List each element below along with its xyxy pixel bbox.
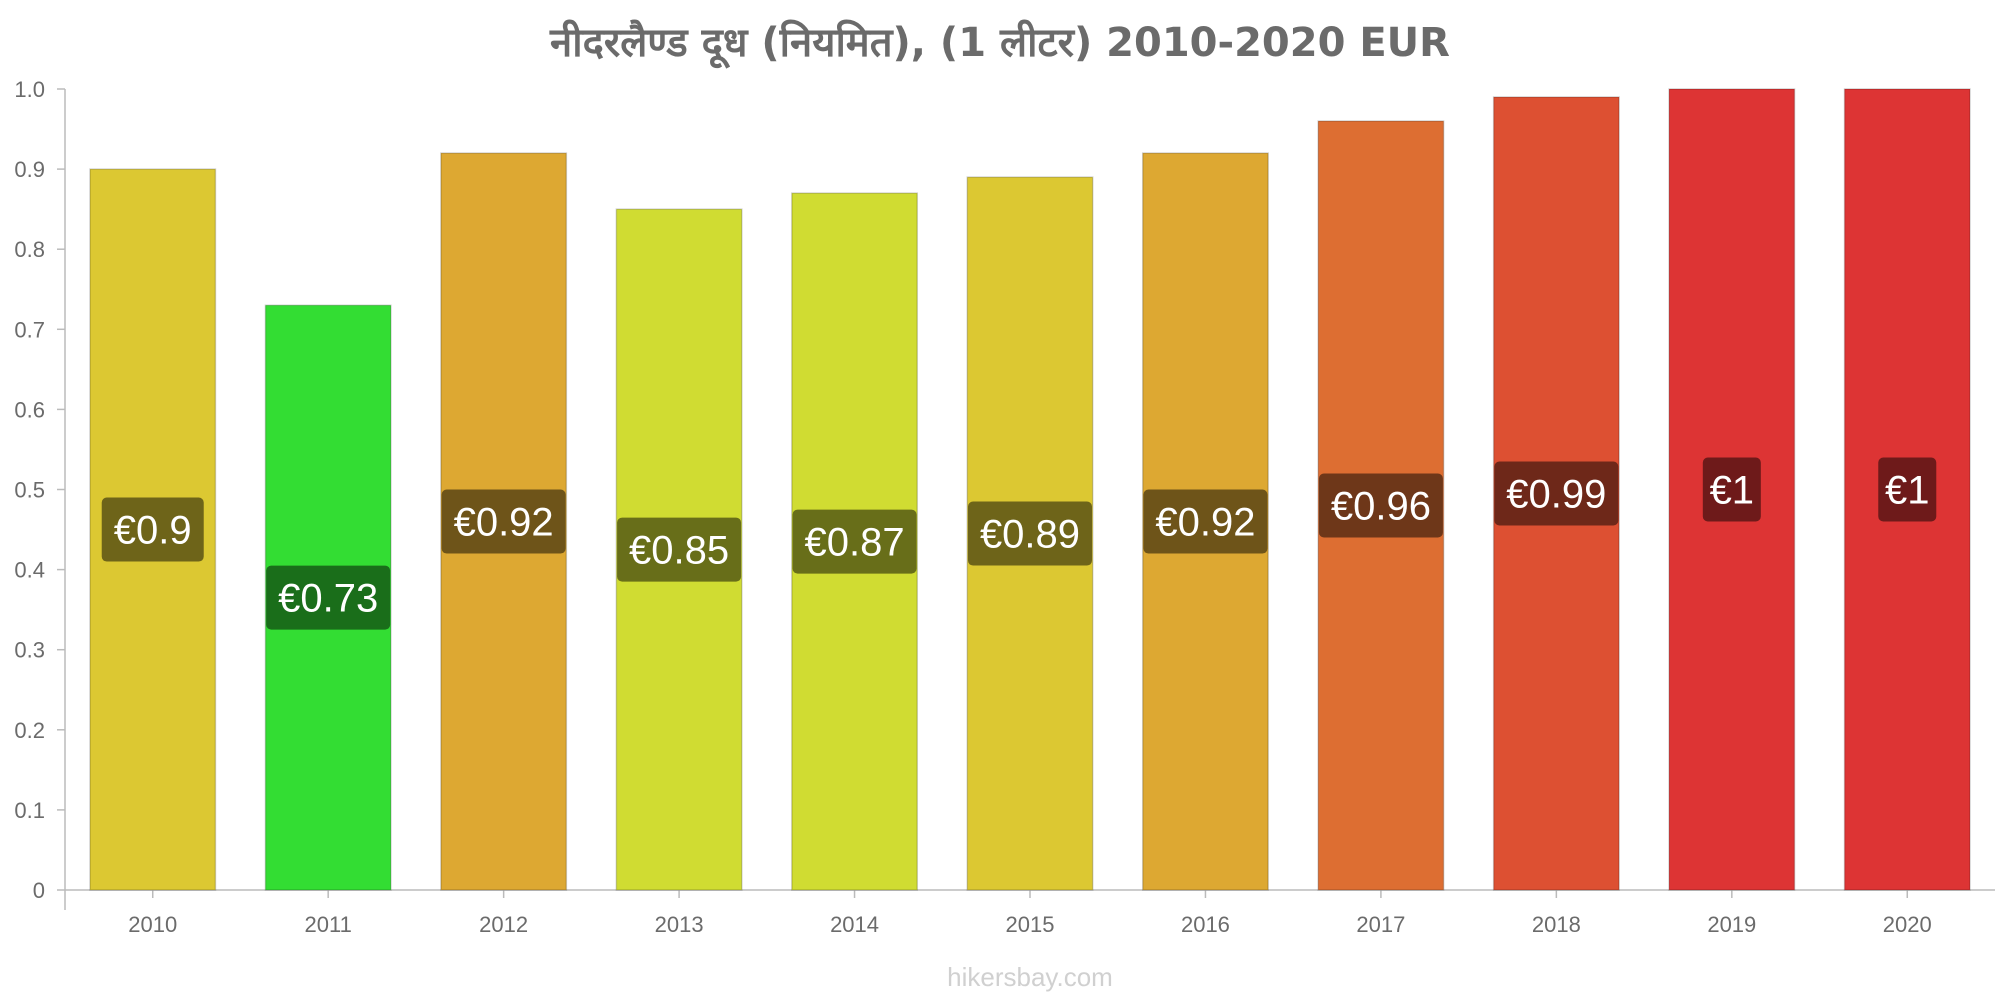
x-tick-label: 2018 (1532, 912, 1581, 937)
y-tick-label: 0.6 (14, 397, 45, 422)
value-label: €1 (1885, 469, 1930, 513)
x-tick-label: 2011 (305, 912, 352, 937)
y-tick-label: 1.0 (14, 77, 45, 102)
y-tick-label: 0.9 (14, 157, 45, 182)
value-labels: €0.9 €0.73 €0.92 €0.85 €0.87 €0.89 €0.92 €0.96 €… (101, 457, 1937, 630)
y-tick-label: 0.3 (14, 638, 45, 663)
x-tick-label: 2016 (1181, 912, 1230, 937)
value-label-bg (101, 497, 204, 562)
y-tick-label: 0 (33, 878, 45, 903)
y-tick-label: 0.8 (14, 237, 45, 262)
value-label-bg (1143, 489, 1268, 554)
y-tick-label: 0.4 (14, 558, 45, 583)
x-tick-label: 2012 (479, 912, 528, 937)
y-tick-label: 0.2 (14, 718, 45, 743)
value-label-bg (1702, 457, 1761, 522)
chart-title: नीदरलैण्ड दूध (नियमित), (1 लीटर) 2010-20… (549, 19, 1450, 69)
x-tick-label: 2014 (830, 912, 879, 937)
value-label: €0.96 (1331, 485, 1431, 529)
value-label: €0.87 (804, 521, 904, 565)
axes: 0 0.1 0.2 0.3 0.4 0.5 0.6 0.7 0.8 0.9 1.0 2010 2011 2… (14, 77, 1995, 937)
value-label-bg (1318, 473, 1443, 538)
y-tick-label: 0.5 (14, 478, 45, 503)
x-tick-label: 2017 (1356, 912, 1405, 937)
value-label-bg (968, 501, 1092, 566)
value-label: €0.9 (114, 509, 192, 553)
value-label-bg (617, 517, 742, 582)
x-tick-label: 2010 (128, 912, 177, 937)
value-label-bg (792, 509, 917, 574)
bars (89, 88, 1971, 891)
value-label: €0.73 (278, 577, 378, 621)
value-label-bg (1878, 457, 1937, 522)
value-label: €0.85 (629, 529, 729, 573)
value-label: €0.89 (980, 513, 1080, 557)
watermark: hikersbay.com (947, 962, 1113, 992)
value-label: €0.92 (1155, 501, 1255, 545)
value-label-bg (266, 565, 391, 630)
y-tick-label: 0.7 (14, 317, 45, 342)
value-label: €0.92 (454, 501, 554, 545)
value-label-bg (441, 489, 566, 554)
x-tick-label: 2019 (1707, 912, 1756, 937)
value-label: €1 (1710, 469, 1755, 513)
value-label: €0.99 (1506, 473, 1606, 517)
x-tick-label: 2020 (1883, 912, 1932, 937)
value-label-bg (1494, 461, 1619, 526)
x-tick-label: 2013 (655, 912, 704, 937)
x-tick-label: 2015 (1006, 912, 1055, 937)
y-tick-label: 0.1 (14, 798, 45, 823)
